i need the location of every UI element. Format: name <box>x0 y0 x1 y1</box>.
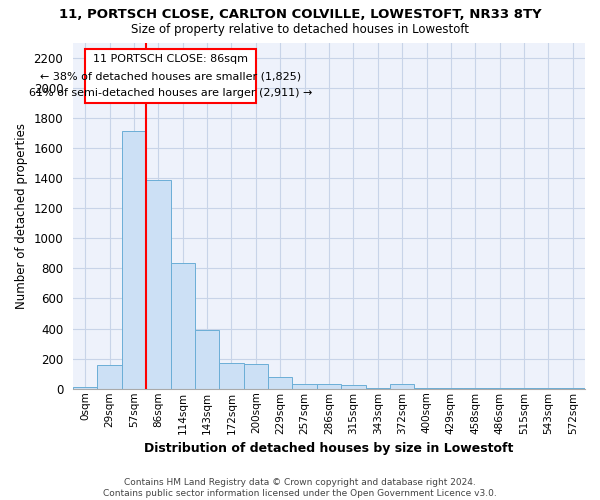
X-axis label: Distribution of detached houses by size in Lowestoft: Distribution of detached houses by size … <box>145 442 514 455</box>
Bar <box>146 180 170 389</box>
Text: Size of property relative to detached houses in Lowestoft: Size of property relative to detached ho… <box>131 22 469 36</box>
Bar <box>244 364 268 389</box>
Bar <box>317 384 341 389</box>
Text: ← 38% of detached houses are smaller (1,825): ← 38% of detached houses are smaller (1,… <box>40 71 301 81</box>
Bar <box>170 263 195 389</box>
Text: 11 PORTSCH CLOSE: 86sqm: 11 PORTSCH CLOSE: 86sqm <box>93 54 248 64</box>
Bar <box>220 363 244 389</box>
Bar <box>390 384 415 389</box>
Bar <box>73 386 97 389</box>
Text: 11, PORTSCH CLOSE, CARLTON COLVILLE, LOWESTOFT, NR33 8TY: 11, PORTSCH CLOSE, CARLTON COLVILLE, LOW… <box>59 8 541 20</box>
Bar <box>97 366 122 389</box>
Bar <box>122 132 146 389</box>
Bar <box>292 384 317 389</box>
FancyBboxPatch shape <box>85 50 256 104</box>
Text: 61% of semi-detached houses are larger (2,911) →: 61% of semi-detached houses are larger (… <box>29 88 312 99</box>
Y-axis label: Number of detached properties: Number of detached properties <box>15 122 28 308</box>
Bar <box>341 385 365 389</box>
Bar <box>195 330 220 389</box>
Text: Contains HM Land Registry data © Crown copyright and database right 2024.
Contai: Contains HM Land Registry data © Crown c… <box>103 478 497 498</box>
Bar <box>268 378 292 389</box>
